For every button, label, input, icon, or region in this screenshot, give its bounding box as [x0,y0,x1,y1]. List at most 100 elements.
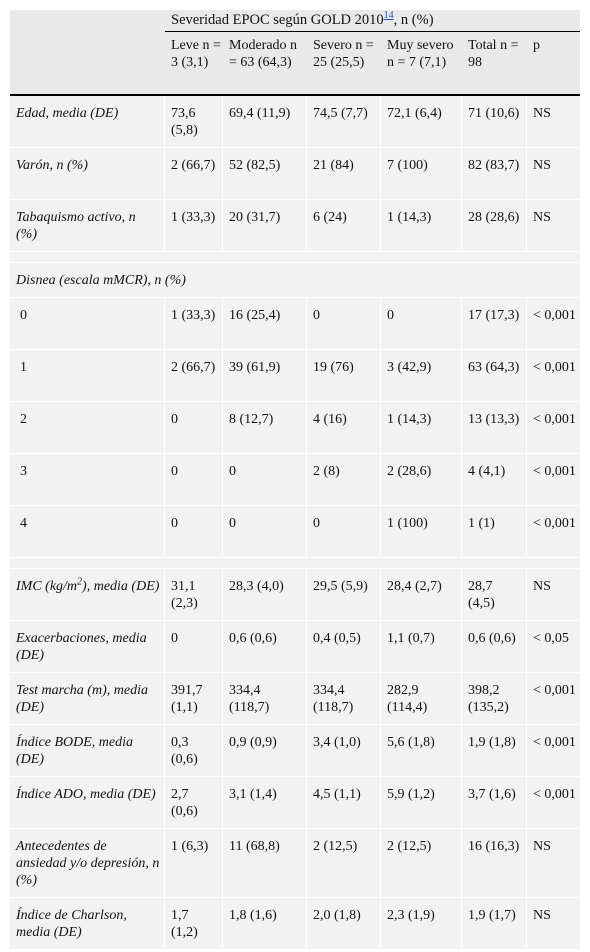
spacer-cell [10,252,581,263]
cell-moderado: 3,1 (1,4) [223,777,307,829]
cell-total: 13 (13,3) [462,402,527,454]
cell-p: NS [527,96,581,148]
cell-muy-severo: 5,9 (1,2) [381,777,462,829]
cell-p: < 0,001 [527,350,581,402]
spacer-row [10,558,581,569]
cell-leve: 2 (66,7) [165,350,223,402]
imc-label-text: IMC (kg/m [16,579,78,594]
section-label-disnea: Disnea (escala mMCR), n (%) [10,263,581,298]
cell-severo: 29,5 (5,9) [307,569,381,621]
reference-link[interactable]: 14 [383,10,394,22]
cell-muy-severo: 2 (28,6) [381,454,462,506]
cell-moderado: 0 [223,506,307,558]
table-row: IMC (kg/m2), media (DE) 31,1 (2,3) 28,3 … [10,569,581,621]
column-header-leve: Leve n = 3 (3,1) [165,32,223,96]
cell-muy-severo: 1 (14,3) [381,402,462,454]
cell-p: NS [527,148,581,200]
data-table: Severidad EPOC según GOLD 201014, n (%) … [10,10,581,950]
table-container: Severidad EPOC según GOLD 201014, n (%) … [10,10,581,950]
table-row: Test marcha (m), media (DE) 391,7 (1,1) … [10,673,581,725]
row-label: 3 [10,454,165,506]
cell-moderado: 0,9 (0,9) [223,725,307,777]
group-title-text: Severidad EPOC según GOLD 2010 [171,12,384,28]
cell-total: 17 (17,3) [462,298,527,350]
table-row: Índice de Charlson, media (DE) 1,7 (1,2)… [10,898,581,950]
table-header: Severidad EPOC según GOLD 201014, n (%) … [10,10,581,96]
cell-total: 1 (1) [462,506,527,558]
table-row: Índice ADO, media (DE) 2,7 (0,6) 3,1 (1,… [10,777,581,829]
cell-leve: 2 (66,7) [165,148,223,200]
cell-total: 71 (10,6) [462,96,527,148]
cell-severo: 74,5 (7,7) [307,96,381,148]
row-label: Antecedentes de ansiedad y/o depresión, … [10,829,165,898]
cell-severo: 4 (16) [307,402,381,454]
cell-total: 4 (4,1) [462,454,527,506]
cell-muy-severo: 1 (100) [381,506,462,558]
cell-leve: 2,7 (0,6) [165,777,223,829]
cell-moderado: 28,3 (4,0) [223,569,307,621]
row-label: 2 [10,402,165,454]
row-label: 4 [10,506,165,558]
spacer-cell [10,558,581,569]
cell-muy-severo: 72,1 (6,4) [381,96,462,148]
cell-total: 16 (16,3) [462,829,527,898]
cell-severo: 3,4 (1,0) [307,725,381,777]
table-row: Edad, media (DE) 73,6 (5,8) 69,4 (11,9) … [10,96,581,148]
cell-moderado: 8 (12,7) [223,402,307,454]
table-row: Índice BODE, media (DE) 0,3 (0,6) 0,9 (0… [10,725,581,777]
table-row: 1 2 (66,7) 39 (61,9) 19 (76) 3 (42,9) 63… [10,350,581,402]
imc-label-superscript: 2 [77,576,83,588]
cell-p: < 0,001 [527,506,581,558]
cell-severo: 0,4 (0,5) [307,621,381,673]
cell-severo: 6 (24) [307,200,381,252]
cell-moderado: 1,8 (1,6) [223,898,307,950]
cell-leve: 1 (33,3) [165,298,223,350]
cell-total: 82 (83,7) [462,148,527,200]
cell-muy-severo: 2 (12,5) [381,829,462,898]
cell-muy-severo: 28,4 (2,7) [381,569,462,621]
cell-severo: 19 (76) [307,350,381,402]
column-header-muy-severo: Muy severo n = 7 (7,1) [381,32,462,96]
spacer-row [10,252,581,263]
cell-muy-severo: 1 (14,3) [381,200,462,252]
table-row: Exacerbaciones, media (DE) 0 0,6 (0,6) 0… [10,621,581,673]
cell-leve: 0 [165,402,223,454]
cell-moderado: 69,4 (11,9) [223,96,307,148]
cell-severo: 334,4 (118,7) [307,673,381,725]
cell-muy-severo: 0 [381,298,462,350]
cell-p: < 0,001 [527,673,581,725]
section-row: Disnea (escala mMCR), n (%) [10,263,581,298]
cell-moderado: 16 (25,4) [223,298,307,350]
cell-total: 28 (28,6) [462,200,527,252]
cell-p: < 0,001 [527,298,581,350]
row-label: 0 [10,298,165,350]
cell-total: 1,9 (1,7) [462,898,527,950]
header-corner-cell [10,10,165,96]
cell-moderado: 334,4 (118,7) [223,673,307,725]
cell-p: < 0,05 [527,621,581,673]
cell-leve: 1,7 (1,2) [165,898,223,950]
cell-leve: 0,3 (0,6) [165,725,223,777]
row-label: Test marcha (m), media (DE) [10,673,165,725]
row-label: Edad, media (DE) [10,96,165,148]
cell-severo: 0 [307,506,381,558]
table-body: Edad, media (DE) 73,6 (5,8) 69,4 (11,9) … [10,96,581,950]
cell-severo: 0 [307,298,381,350]
cell-severo: 4,5 (1,1) [307,777,381,829]
table-row: 4 0 0 0 1 (100) 1 (1) < 0,001 [10,506,581,558]
cell-moderado: 0 [223,454,307,506]
row-label: Índice BODE, media (DE) [10,725,165,777]
cell-leve: 1 (33,3) [165,200,223,252]
cell-leve: 31,1 (2,3) [165,569,223,621]
group-title: Severidad EPOC según GOLD 201014, n (%) [165,10,581,32]
table-row: 0 1 (33,3) 16 (25,4) 0 0 17 (17,3) < 0,0… [10,298,581,350]
row-label: Exacerbaciones, media (DE) [10,621,165,673]
table-row: Varón, n (%) 2 (66,7) 52 (82,5) 21 (84) … [10,148,581,200]
cell-p: NS [527,200,581,252]
cell-severo: 21 (84) [307,148,381,200]
cell-moderado: 11 (68,8) [223,829,307,898]
cell-muy-severo: 1,1 (0,7) [381,621,462,673]
cell-moderado: 0,6 (0,6) [223,621,307,673]
cell-leve: 391,7 (1,1) [165,673,223,725]
row-label: Tabaquismo activo, n (%) [10,200,165,252]
